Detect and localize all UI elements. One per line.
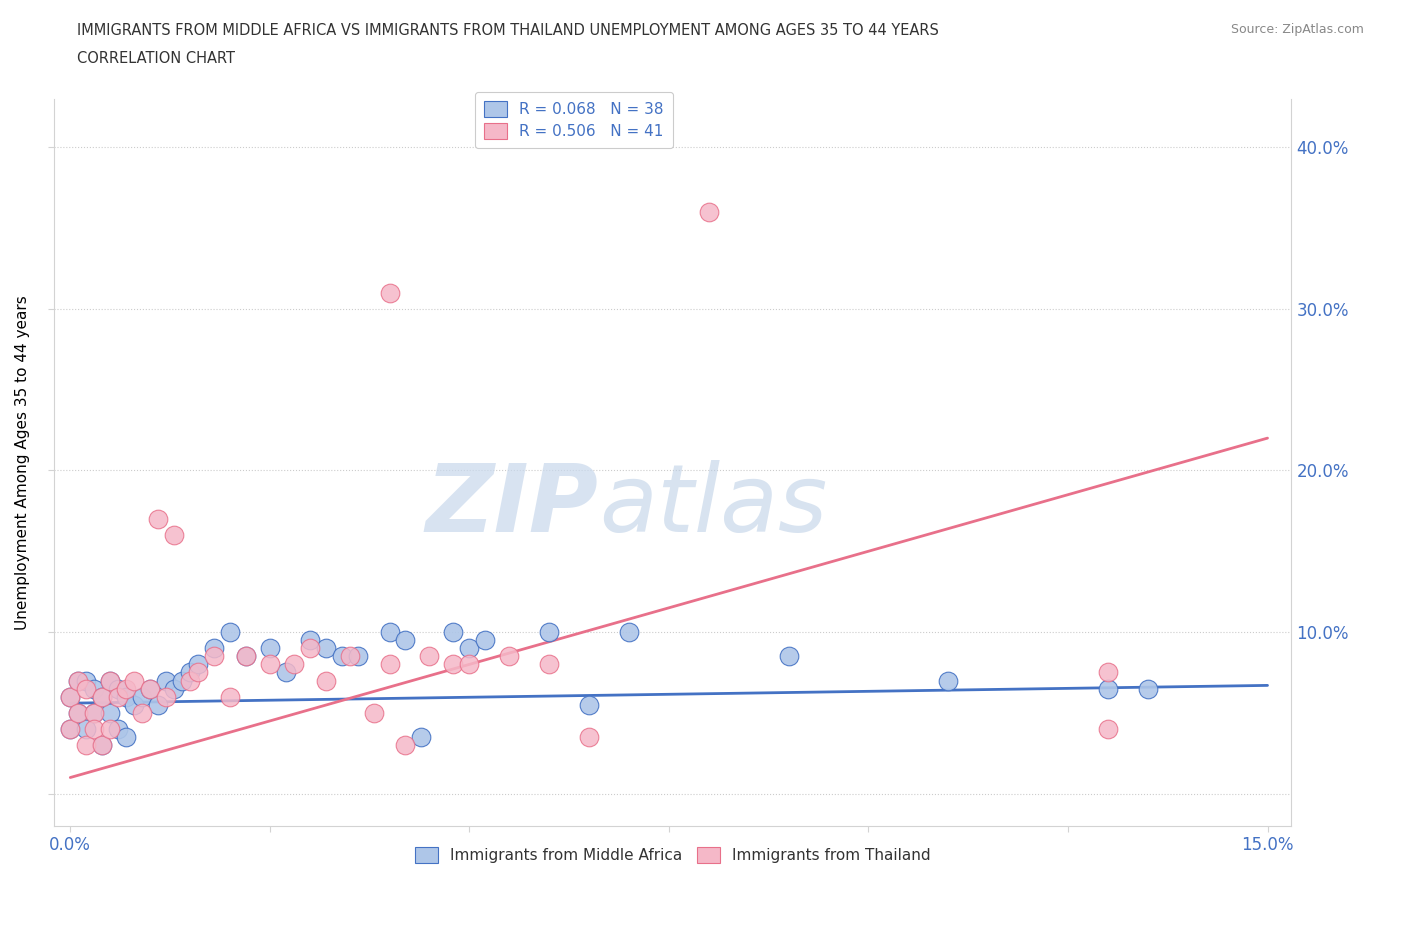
Point: [441, 657, 464, 671]
Point: [139, 681, 162, 696]
Point: [115, 730, 138, 745]
Point: [219, 689, 242, 704]
Point: [179, 665, 201, 680]
Point: [441, 625, 464, 640]
Point: [75, 681, 97, 696]
Point: [187, 657, 209, 671]
Point: [67, 706, 90, 721]
Point: [1136, 681, 1159, 696]
Point: [131, 706, 153, 721]
Point: [155, 673, 177, 688]
Point: [98, 706, 121, 721]
Text: atlas: atlas: [599, 460, 827, 551]
Text: Source: ZipAtlas.com: Source: ZipAtlas.com: [1230, 23, 1364, 36]
Point: [418, 649, 440, 664]
Point: [697, 205, 720, 219]
Y-axis label: Unemployment Among Ages 35 to 44 years: Unemployment Among Ages 35 to 44 years: [15, 295, 30, 630]
Point: [346, 649, 368, 664]
Point: [298, 632, 321, 647]
Point: [59, 722, 82, 737]
Point: [98, 673, 121, 688]
Text: ZIP: ZIP: [426, 460, 599, 552]
Legend: Immigrants from Middle Africa, Immigrants from Thailand: Immigrants from Middle Africa, Immigrant…: [409, 841, 938, 870]
Point: [578, 698, 600, 712]
Point: [298, 641, 321, 656]
Point: [98, 722, 121, 737]
Point: [139, 681, 162, 696]
Point: [339, 649, 361, 664]
Point: [363, 706, 385, 721]
Point: [107, 681, 129, 696]
Point: [67, 673, 90, 688]
Point: [122, 673, 145, 688]
Point: [259, 657, 281, 671]
Point: [458, 657, 481, 671]
Point: [538, 657, 561, 671]
Point: [259, 641, 281, 656]
Point: [235, 649, 257, 664]
Point: [115, 681, 138, 696]
Point: [1097, 722, 1119, 737]
Point: [91, 737, 114, 752]
Point: [75, 722, 97, 737]
Point: [67, 673, 90, 688]
Point: [107, 689, 129, 704]
Text: CORRELATION CHART: CORRELATION CHART: [77, 51, 235, 66]
Point: [235, 649, 257, 664]
Point: [146, 698, 169, 712]
Point: [394, 632, 416, 647]
Point: [155, 689, 177, 704]
Point: [59, 689, 82, 704]
Point: [67, 706, 90, 721]
Point: [394, 737, 416, 752]
Point: [315, 673, 337, 688]
Point: [163, 681, 186, 696]
Point: [98, 673, 121, 688]
Point: [91, 689, 114, 704]
Point: [83, 722, 105, 737]
Point: [458, 641, 481, 656]
Point: [202, 649, 225, 664]
Point: [1097, 665, 1119, 680]
Point: [187, 665, 209, 680]
Point: [75, 737, 97, 752]
Point: [578, 730, 600, 745]
Point: [474, 632, 496, 647]
Point: [83, 681, 105, 696]
Point: [179, 673, 201, 688]
Point: [163, 527, 186, 542]
Point: [283, 657, 305, 671]
Point: [59, 722, 82, 737]
Point: [83, 706, 105, 721]
Point: [1097, 681, 1119, 696]
Point: [83, 706, 105, 721]
Point: [617, 625, 640, 640]
Point: [131, 689, 153, 704]
Point: [75, 673, 97, 688]
Point: [91, 689, 114, 704]
Point: [107, 722, 129, 737]
Point: [411, 730, 433, 745]
Text: IMMIGRANTS FROM MIDDLE AFRICA VS IMMIGRANTS FROM THAILAND UNEMPLOYMENT AMONG AGE: IMMIGRANTS FROM MIDDLE AFRICA VS IMMIGRA…: [77, 23, 939, 38]
Point: [330, 649, 353, 664]
Point: [538, 625, 561, 640]
Point: [378, 657, 401, 671]
Point: [146, 512, 169, 526]
Point: [170, 673, 193, 688]
Point: [274, 665, 297, 680]
Point: [59, 689, 82, 704]
Point: [936, 673, 959, 688]
Point: [122, 698, 145, 712]
Point: [315, 641, 337, 656]
Point: [378, 625, 401, 640]
Point: [202, 641, 225, 656]
Point: [498, 649, 520, 664]
Point: [219, 625, 242, 640]
Point: [91, 737, 114, 752]
Point: [778, 649, 800, 664]
Point: [378, 286, 401, 300]
Point: [115, 689, 138, 704]
